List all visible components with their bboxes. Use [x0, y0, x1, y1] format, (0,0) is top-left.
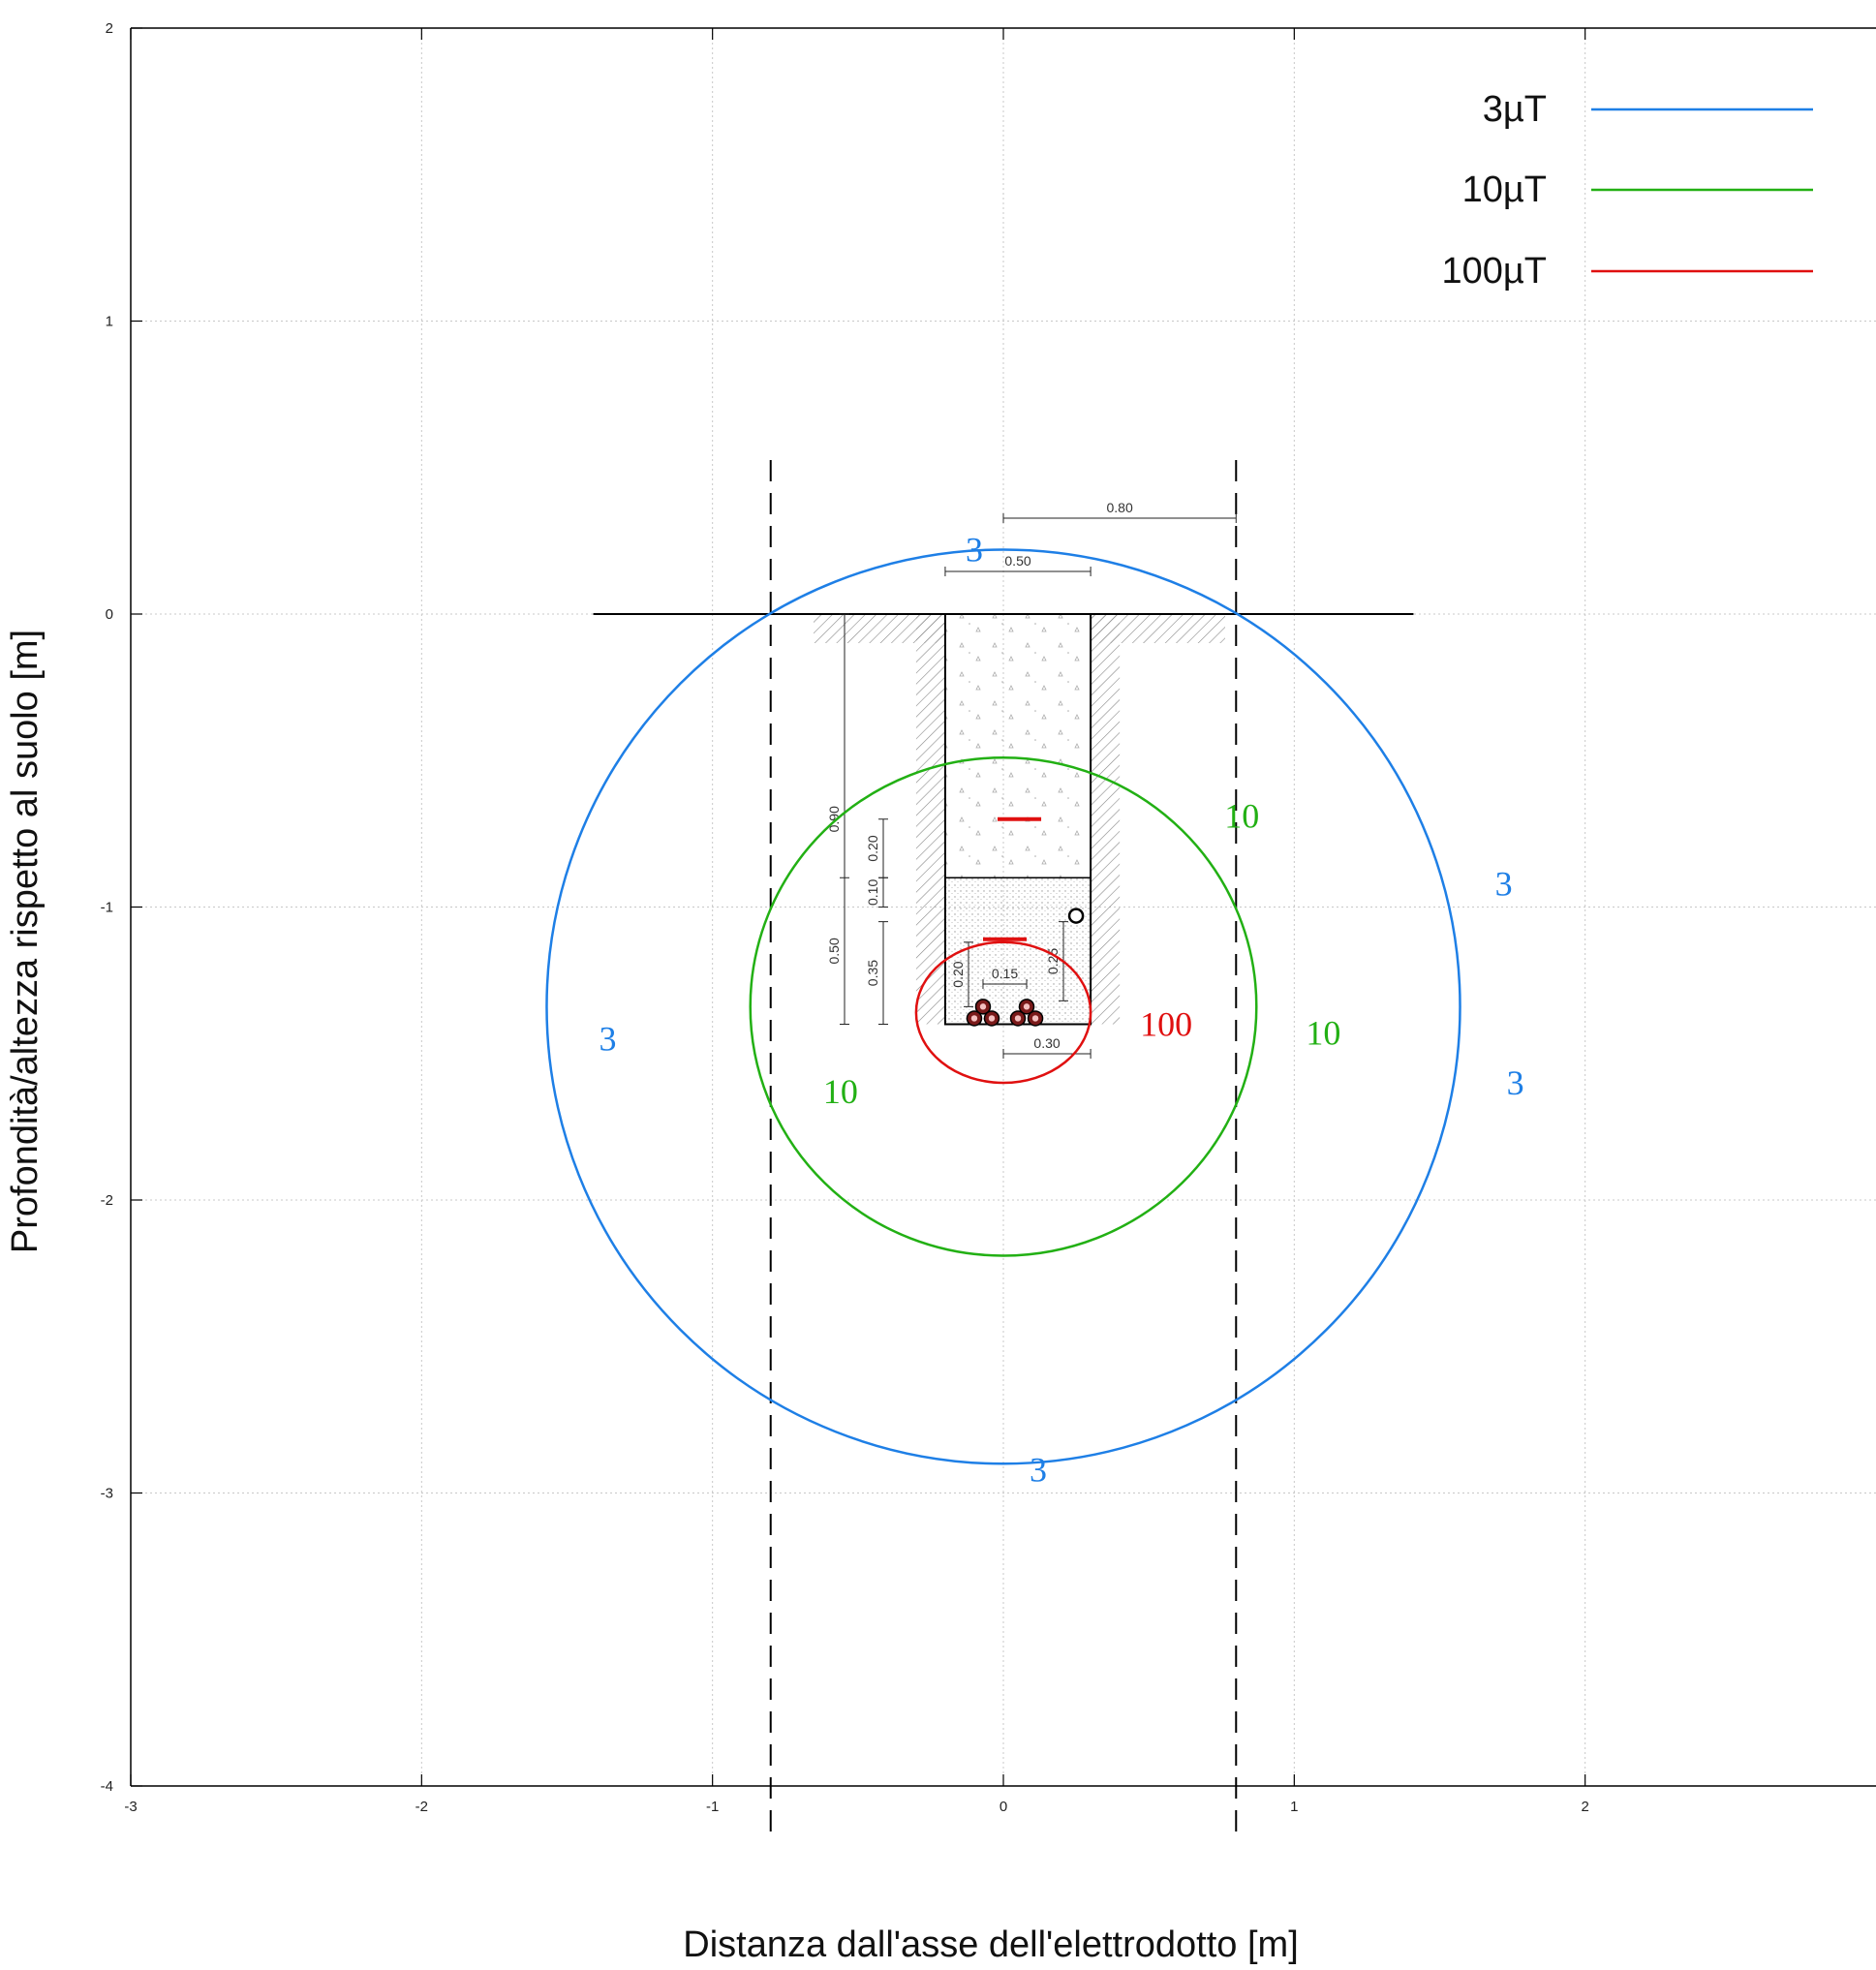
legend: 3µT 10µT 100µT [1441, 89, 1813, 292]
legend-label-3uT: 3µT [1483, 89, 1547, 130]
cable-core-icon [1014, 1015, 1022, 1022]
soil-wall-right [1091, 614, 1121, 1025]
x-tick-label: 2 [1581, 1799, 1588, 1815]
contour-label-series-0: 3 [600, 1020, 617, 1059]
cable-core-icon [979, 1003, 987, 1010]
y-tick-label: 1 [106, 314, 113, 330]
contour-line-series-1 [749, 755, 1258, 1257]
contour-label-series-0: 3 [1495, 864, 1513, 903]
contour-labels: 3 3 3 3 3 10 10 10 100 [600, 530, 1524, 1489]
cable-core-icon [970, 1015, 978, 1022]
soil-wall-left [915, 614, 945, 1025]
y-tick-label: -1 [101, 900, 113, 916]
y-tick-label: 0 [106, 606, 113, 623]
x-tick-label: 0 [1000, 1799, 1007, 1815]
contour-label-series-1: 10 [1306, 1014, 1340, 1053]
dim-050-top-label: 0.50 [1004, 553, 1030, 569]
dim-080-label: 0.80 [1107, 500, 1133, 515]
cable-core-icon [1023, 1003, 1030, 1010]
x-tick-label: -1 [706, 1799, 719, 1815]
contour-label-series-2: 100 [1140, 1005, 1192, 1044]
dim-050-side-label: 0.50 [826, 938, 842, 964]
dim-025-label: 0.25 [1045, 948, 1061, 974]
dim-010-label: 0.10 [865, 879, 880, 906]
contour-label-series-1: 10 [1224, 797, 1259, 836]
contour-line-series-2 [914, 940, 1092, 1085]
dim-020-b-label: 0.20 [950, 961, 966, 987]
contour-lines [545, 548, 1461, 1465]
backfill-upper [944, 614, 1092, 878]
conduit-icon [1067, 908, 1085, 924]
y-tick-label: -3 [101, 1486, 113, 1502]
dim-030-label: 0.30 [1033, 1035, 1060, 1051]
x-axis-title: Distanza dall'asse dell'elettrodotto [m] [683, 1924, 1299, 1965]
x-tick-label: -2 [415, 1799, 428, 1815]
cable-core-icon [1031, 1015, 1039, 1022]
x-tick-label: -3 [124, 1799, 137, 1815]
sand-bed [944, 877, 1092, 1025]
x-tick-label: 1 [1290, 1799, 1298, 1815]
contour-line-series-0 [545, 548, 1461, 1465]
soil-top-right [1091, 614, 1225, 643]
contour-label-series-0: 3 [1030, 1450, 1047, 1489]
y-axis-title: Profondità/altezza rispetto al suolo [m] [5, 630, 46, 1253]
contour-label-series-1: 10 [823, 1072, 858, 1111]
dim-035-label: 0.35 [865, 960, 880, 986]
legend-label-100uT: 100µT [1441, 251, 1547, 292]
cable-core-icon [988, 1015, 996, 1022]
dim-090-label: 0.90 [826, 806, 842, 832]
contour-label-series-0: 3 [1507, 1063, 1524, 1102]
legend-label-10uT: 10µT [1462, 169, 1547, 210]
y-tick-label: -4 [101, 1778, 113, 1795]
contour-label-series-0: 3 [966, 530, 983, 569]
dim-020-a-label: 0.20 [865, 835, 880, 861]
soil-top-left [814, 614, 945, 643]
y-tick-label: 2 [106, 20, 113, 37]
trench-diagram: 0.80 0.50 0.90 0.20 0.10 0.50 0.35 0.20 0.15 0.25… [593, 460, 1414, 1835]
dim-015-label: 0.15 [992, 966, 1018, 981]
y-tick-label: -2 [101, 1192, 113, 1209]
